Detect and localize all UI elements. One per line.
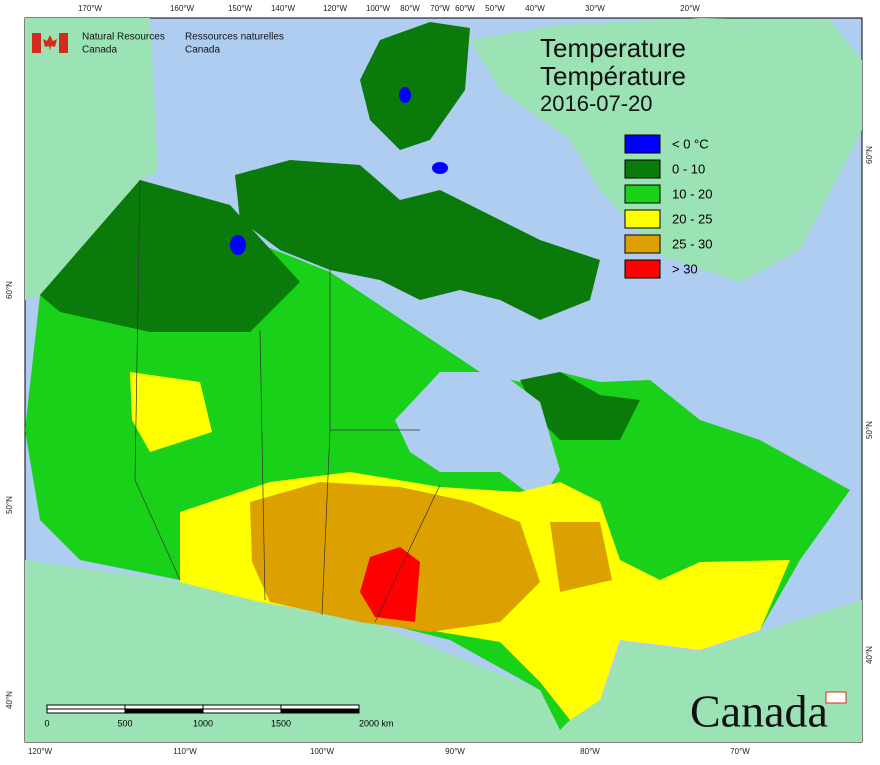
graticule-label: 40°N	[865, 646, 874, 664]
graticule-label: 100°W	[366, 4, 391, 13]
legend-swatch	[624, 259, 661, 279]
legend-swatch	[624, 134, 661, 154]
graticule-label: 40°W	[525, 4, 545, 13]
scale-segment	[46, 704, 126, 710]
legend-swatch	[624, 209, 661, 229]
scale-segment	[124, 708, 204, 714]
graticule-label: 40°N	[5, 691, 14, 709]
logo-text: Ressources naturelles	[185, 32, 284, 43]
graticule-label: 20°W	[680, 4, 700, 13]
scale-segment	[280, 704, 360, 710]
legend-label: 20 - 25	[672, 211, 712, 226]
graticule-label: 60°N	[865, 146, 874, 164]
scale-label: 0	[44, 718, 49, 728]
scale-label: 1500	[271, 718, 291, 728]
graticule-label: 170°W	[78, 4, 103, 13]
logo-text: Canada	[185, 45, 220, 56]
graticule-label: 120°W	[28, 747, 53, 756]
graticule-label: 50°W	[485, 4, 505, 13]
graticule-label: 50°N	[5, 496, 14, 514]
graticule-label: 120°W	[323, 4, 348, 13]
flag-bar	[32, 33, 41, 53]
scale-segment	[280, 708, 360, 714]
legend-label: > 30	[672, 261, 698, 276]
wordmark-flag	[825, 691, 847, 704]
graticule-label: 30°W	[585, 4, 605, 13]
graticule-label: 110°W	[173, 747, 197, 756]
graticule-label: 60°W	[455, 4, 475, 13]
title: Temperature	[540, 33, 686, 63]
graticule-label: 100°W	[310, 747, 335, 756]
graticule-label: 140°W	[271, 4, 296, 13]
legend-swatch	[624, 234, 661, 254]
legend-swatch	[624, 184, 661, 204]
graticule-label: 50°N	[865, 421, 874, 439]
legend-label: 0 - 10	[672, 161, 705, 176]
graticule-label: 70°W	[730, 747, 750, 756]
flag-bar	[59, 33, 68, 53]
wordmark: Canada	[690, 686, 828, 737]
graticule-label: 90°W	[445, 747, 465, 756]
scale-segment	[46, 708, 126, 714]
graticule-label: 160°W	[170, 4, 195, 13]
legend-swatch	[624, 159, 661, 179]
temperature-fill	[25, 22, 850, 730]
legend-label: 25 - 30	[672, 236, 712, 251]
province-borders	[134, 179, 441, 623]
graticule-label: 60°N	[5, 281, 14, 299]
graticule-label: 80°W	[580, 747, 600, 756]
logo-text: Natural Resources	[82, 32, 165, 43]
title: Température	[540, 61, 686, 91]
legend-label: 10 - 20	[672, 186, 712, 201]
neighbour-land	[25, 18, 862, 742]
flag-leaf	[43, 35, 57, 51]
scale-segment	[202, 704, 282, 710]
scale-label: 1000	[193, 718, 213, 728]
scale-segment	[124, 704, 204, 710]
graticule-label: 80°W	[400, 4, 420, 13]
legend-label: < 0 °C	[672, 136, 709, 151]
scale-segment	[202, 708, 282, 714]
logo-text: Canada	[82, 45, 117, 56]
scale-label: 2000 km	[359, 718, 394, 728]
graticule-label: 150°W	[228, 4, 253, 13]
scale-label: 500	[117, 718, 132, 728]
date: 2016-07-20	[540, 91, 653, 116]
graticule-label: 70°W	[430, 4, 450, 13]
